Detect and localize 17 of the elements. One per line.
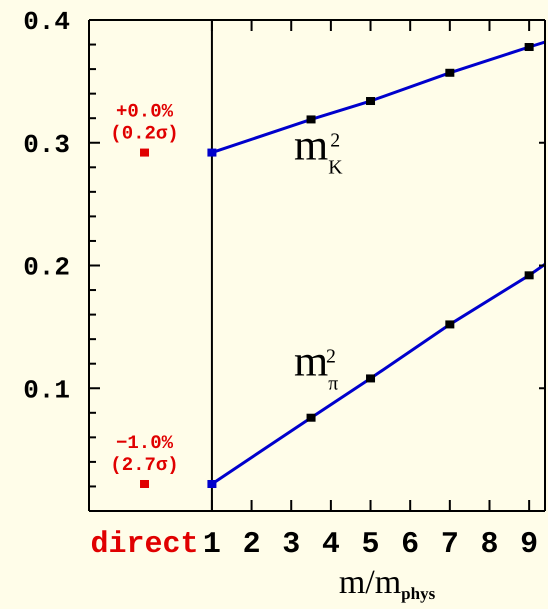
y-tick-label: 0.2 (23, 252, 70, 282)
x-tick-label: 8 (480, 528, 498, 562)
x-tick-label: direct (90, 528, 199, 562)
y-tick-label: 0.3 (23, 130, 70, 160)
data-label: −1.0% (2.7σ) (110, 432, 179, 476)
x-tick-label: 9 (520, 528, 538, 562)
x-tick-label: 1 (202, 528, 221, 562)
x-axis-title: m/m$_{phys}$ (338, 564, 436, 603)
x-tick-label: 4 (322, 528, 340, 562)
x-tick-label: 5 (362, 528, 380, 562)
x-tick-label: 3 (282, 528, 300, 562)
x-tick-label: 6 (401, 528, 420, 562)
x-tick-label: 2 (242, 528, 261, 562)
y-tick-label: 0.1 (23, 375, 70, 406)
x-tick-label: 7 (440, 528, 459, 562)
y-tick-label: 0.4 (23, 7, 70, 37)
data-label: +0.0% (0.2σ) (110, 100, 179, 145)
